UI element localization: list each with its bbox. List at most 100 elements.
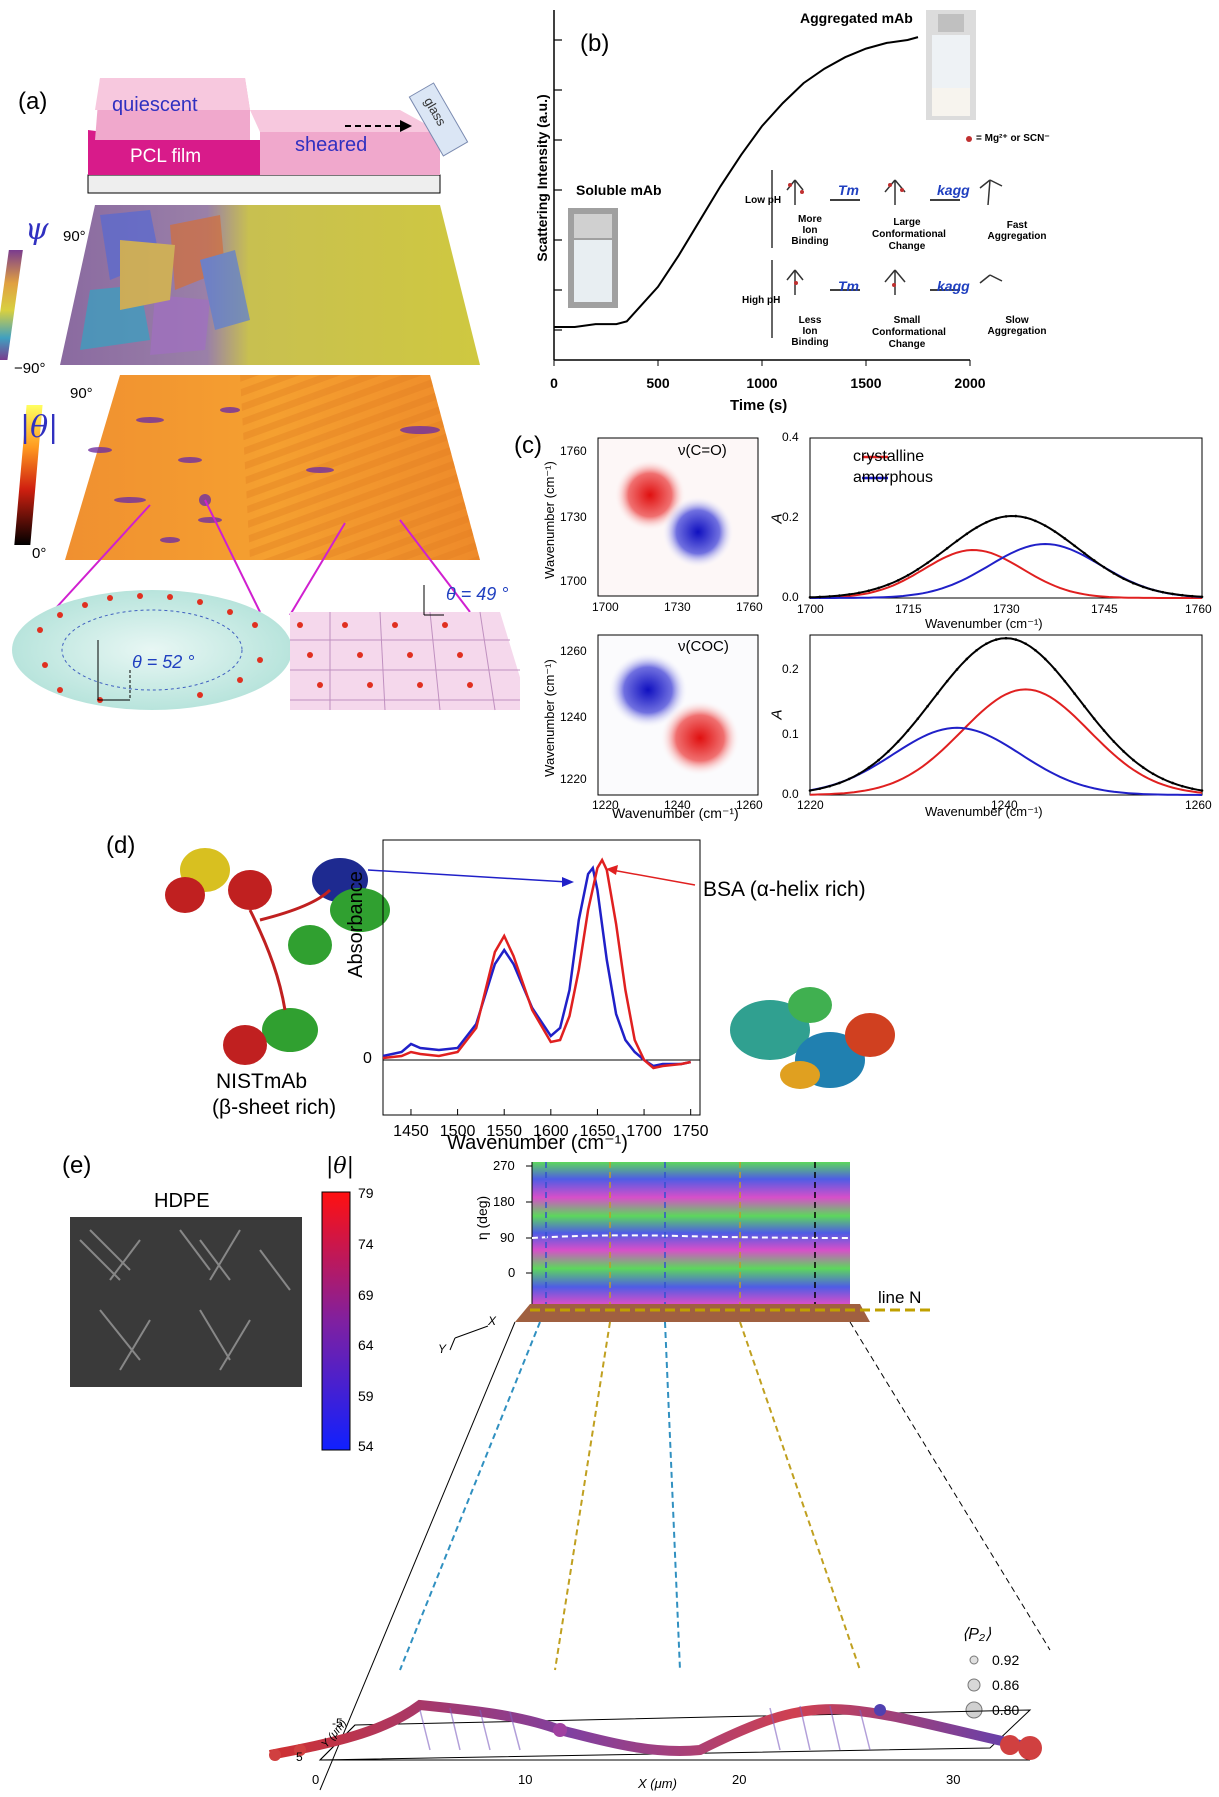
- bsa-structure-image: [730, 987, 895, 1089]
- cbar-tick-0: 79: [358, 1185, 374, 1201]
- bsa-arrow: [611, 869, 696, 886]
- c-data-point: [1004, 515, 1008, 518]
- low-ph-label: Low pH: [745, 195, 782, 206]
- orientation-spheres: [269, 1704, 1042, 1761]
- eta-tick-2: 90: [500, 1230, 515, 1245]
- panel-b-label: (b): [580, 30, 610, 57]
- eta-y-ticks: [526, 1165, 532, 1274]
- cbar-tick-1: 74: [358, 1236, 374, 1252]
- spec1-xlabel: Wavenumber (cm⁻¹): [925, 616, 1043, 631]
- c-data-point: [877, 758, 880, 762]
- eta-tick-3: 0: [508, 1265, 516, 1280]
- eta-map: [532, 1162, 850, 1304]
- map2-xtick-2: 1260: [736, 798, 763, 812]
- spec1-ytick-0: 0.4: [782, 430, 799, 444]
- c-data-point: [1073, 692, 1076, 695]
- c-data-point: [877, 586, 880, 590]
- c-data-point: [1024, 642, 1027, 645]
- c-data-point: [1034, 519, 1037, 523]
- cbar-tick-2: 69: [358, 1287, 374, 1303]
- spec2-ytick-0: 0.2: [782, 662, 799, 676]
- c-data-point: [916, 568, 920, 571]
- c-data-point: [945, 546, 949, 550]
- c-data-point: [926, 704, 929, 708]
- c-spectrum-amorphous: [809, 726, 1203, 796]
- map1-ytick-2: 1700: [560, 574, 587, 588]
- b-x-tick-label: 2000: [954, 375, 985, 391]
- b-y-label: Scattering Intensity (a.u.): [534, 94, 550, 262]
- spec2-ylabel: A: [768, 709, 786, 720]
- high-ph-tm: Tm: [838, 278, 859, 294]
- panel-d-label: (d): [106, 832, 136, 859]
- spec2-xlabel: Wavenumber (cm⁻¹): [925, 804, 1043, 819]
- x3d-tick-2: 20: [732, 1772, 747, 1787]
- c-data-point: [857, 772, 861, 776]
- c-data-point: [1200, 789, 1204, 792]
- spec1-ytick-2: 0.0: [782, 590, 799, 604]
- legend-crystalline: crystalline: [853, 448, 925, 465]
- c-data-point: [1092, 559, 1096, 562]
- c-data-point: [828, 595, 831, 598]
- x3d-tick-1: 10: [518, 1772, 533, 1787]
- c-data-point: [1122, 750, 1125, 753]
- c-data-point: [1043, 657, 1047, 661]
- high-ph-s2: Small Conformational Change: [872, 315, 946, 350]
- c-data-point: [994, 638, 998, 641]
- c-spec1-frame: [809, 437, 1203, 599]
- aggregated-label: Aggregated mAb: [800, 10, 913, 26]
- c-data-point: [936, 692, 939, 695]
- c-spec2-frame: [809, 634, 1203, 796]
- low-ph-tm: Tm: [838, 182, 859, 198]
- c-data-point: [847, 777, 851, 781]
- soluble-vial-image: [568, 208, 618, 308]
- c-data-point: [857, 591, 861, 595]
- x3d-label: X (μm): [638, 1776, 677, 1791]
- orientation-rods: [419, 1705, 871, 1751]
- c-data-point: [818, 787, 822, 790]
- c-data-point: [1161, 777, 1165, 781]
- c-data-point: [965, 532, 969, 536]
- psi-symbol: ψ: [25, 212, 49, 247]
- c-data-point: [1181, 784, 1184, 788]
- c-data-point: [847, 593, 851, 596]
- panel-e-figure: [70, 1162, 1051, 1791]
- b-x-ticks: 0 500 1000 1500 2000: [550, 360, 986, 391]
- c-data-point: [1063, 537, 1067, 540]
- theta-colorbar: [321, 1191, 351, 1451]
- c-data-point: [1102, 565, 1106, 569]
- c-data-point: [955, 668, 959, 671]
- c-data-point: [985, 642, 988, 645]
- x3d-tick-3: 30: [946, 1772, 961, 1787]
- c-data-point: [1063, 679, 1067, 683]
- d-x-tick-label: 1600: [533, 1123, 569, 1140]
- d-x-tick-label: 1450: [393, 1123, 429, 1140]
- low-ph-s3: Fast Aggregation: [987, 220, 1047, 242]
- c-data-point: [955, 539, 959, 543]
- c-data-point: [1171, 592, 1174, 596]
- map1-xtick-2: 1760: [736, 600, 763, 614]
- map2-xtick-0: 1220: [592, 798, 619, 812]
- d-x-tick-label: 1500: [440, 1123, 476, 1140]
- theta-symbol: |θ|: [20, 410, 59, 445]
- c-data-point: [906, 573, 910, 577]
- panel-c: (c) ν(C=O) 1760 1730 1700 1700 1730 1760…: [514, 420, 1219, 821]
- c-spectrum-crystalline: [809, 548, 1202, 599]
- c-data-point: [985, 521, 988, 524]
- map1-xtick-1: 1730: [664, 600, 691, 614]
- d-x-tick-label: 1550: [486, 1123, 522, 1140]
- map2-ytick-0: 1260: [560, 644, 587, 658]
- eta-label: η (deg): [474, 1195, 491, 1241]
- d-plot: [382, 857, 691, 1070]
- cbar-title: |θ|: [326, 1154, 355, 1179]
- c-data-point: [1092, 717, 1096, 720]
- p2-value-1: 0.86: [992, 1677, 1020, 1693]
- panel-e-label: (e): [62, 1152, 92, 1179]
- nistmab-structure-image: [165, 848, 390, 1065]
- p2-value-0: 0.92: [992, 1652, 1020, 1668]
- psi-bottom: −90°: [14, 360, 46, 377]
- p2-marker-0: [969, 1655, 979, 1665]
- c-data-point: [1171, 781, 1174, 785]
- panel-d: (d) 1450 1500 1550 1600 1650 1700 1750: [0, 830, 1219, 1154]
- c-data-point: [1151, 588, 1155, 592]
- panel-d-figure: 1450 1500 1550 1600 1650 1700 1750: [165, 839, 895, 1140]
